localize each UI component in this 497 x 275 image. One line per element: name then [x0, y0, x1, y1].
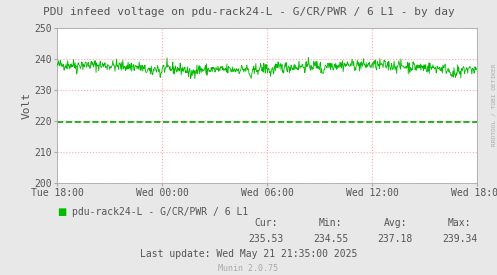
Text: PDU infeed voltage on pdu-rack24-L - G/CR/PWR / 6 L1 - by day: PDU infeed voltage on pdu-rack24-L - G/C…: [43, 7, 454, 17]
Y-axis label: Volt: Volt: [21, 92, 31, 119]
Text: RRDTOOL / TOBI OETIKER: RRDTOOL / TOBI OETIKER: [491, 63, 496, 146]
Text: Munin 2.0.75: Munin 2.0.75: [219, 265, 278, 273]
Text: 239.34: 239.34: [442, 234, 477, 244]
Text: Min:: Min:: [319, 218, 342, 228]
Text: Avg:: Avg:: [383, 218, 407, 228]
Text: ■: ■: [57, 207, 67, 217]
Text: Last update: Wed May 21 21:35:00 2025: Last update: Wed May 21 21:35:00 2025: [140, 249, 357, 259]
Text: 237.18: 237.18: [378, 234, 413, 244]
Text: 235.53: 235.53: [248, 234, 283, 244]
Text: Cur:: Cur:: [254, 218, 278, 228]
Text: Max:: Max:: [448, 218, 472, 228]
Text: pdu-rack24-L - G/CR/PWR / 6 L1: pdu-rack24-L - G/CR/PWR / 6 L1: [72, 207, 248, 217]
Text: 234.55: 234.55: [313, 234, 348, 244]
